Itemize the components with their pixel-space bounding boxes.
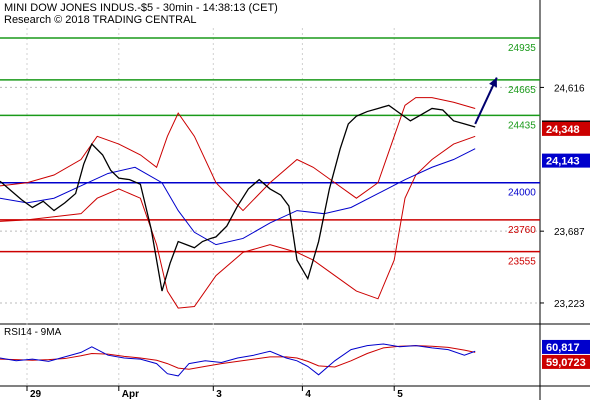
rsi-tag-1-label: 59,0723 bbox=[546, 357, 586, 369]
chart-credit: Research © 2018 TRADING CENTRAL bbox=[4, 14, 197, 26]
y-tick-label-0: 24,616 bbox=[554, 83, 585, 94]
level-label-3: 24000 bbox=[508, 188, 536, 199]
rsi-tag-0-box bbox=[542, 339, 590, 354]
rsi-tag-0-label: 60,817 bbox=[546, 342, 580, 354]
x-tick-label-0: 29 bbox=[30, 389, 42, 400]
chart-title: MINI DOW JONES INDUS.-$5 - 30min - 14:38… bbox=[4, 2, 278, 14]
price-tag-1-box bbox=[542, 153, 590, 168]
x-tick-label-4: 5 bbox=[397, 389, 403, 400]
x-tick-label-2: 3 bbox=[216, 389, 222, 400]
bollinger-lower-line bbox=[0, 135, 476, 309]
bollinger-upper-line bbox=[0, 97, 476, 212]
level-label-4: 23760 bbox=[508, 225, 536, 236]
y-tick-label-2: 23,223 bbox=[554, 299, 585, 310]
rsi-tag-1-box bbox=[542, 354, 590, 369]
level-label-5: 23555 bbox=[508, 257, 536, 268]
rsi-ma-line bbox=[0, 345, 476, 370]
price-tag-0-label: 24,348 bbox=[546, 124, 580, 136]
rsi-line bbox=[0, 343, 476, 377]
x-tick-label-1: Apr bbox=[122, 389, 139, 400]
level-label-1: 24665 bbox=[508, 85, 536, 96]
price-line bbox=[0, 104, 476, 292]
forecast-arrow-head bbox=[489, 77, 497, 88]
x-tick-label-3: 4 bbox=[305, 389, 311, 400]
price-tag-1-label: 24,143 bbox=[546, 156, 580, 168]
level-label-0: 24935 bbox=[508, 43, 536, 54]
rsi-title: RSI14 - 9MA bbox=[4, 327, 62, 338]
y-tick-label-1: 23,687 bbox=[554, 227, 585, 238]
price-tag-0-box bbox=[542, 121, 590, 136]
level-label-2: 24435 bbox=[508, 120, 536, 131]
moving-average-line bbox=[0, 148, 476, 246]
